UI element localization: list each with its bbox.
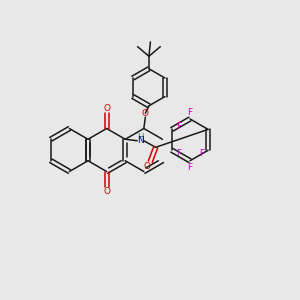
- Text: F: F: [176, 122, 181, 131]
- Text: F: F: [188, 108, 193, 117]
- Text: N: N: [137, 136, 143, 145]
- Text: O: O: [144, 162, 151, 171]
- Text: O: O: [103, 104, 110, 113]
- Text: O: O: [103, 187, 110, 196]
- Text: F: F: [188, 163, 193, 172]
- Text: H: H: [137, 133, 143, 142]
- Text: F: F: [176, 149, 181, 158]
- Text: O: O: [142, 109, 149, 118]
- Text: F: F: [199, 149, 204, 158]
